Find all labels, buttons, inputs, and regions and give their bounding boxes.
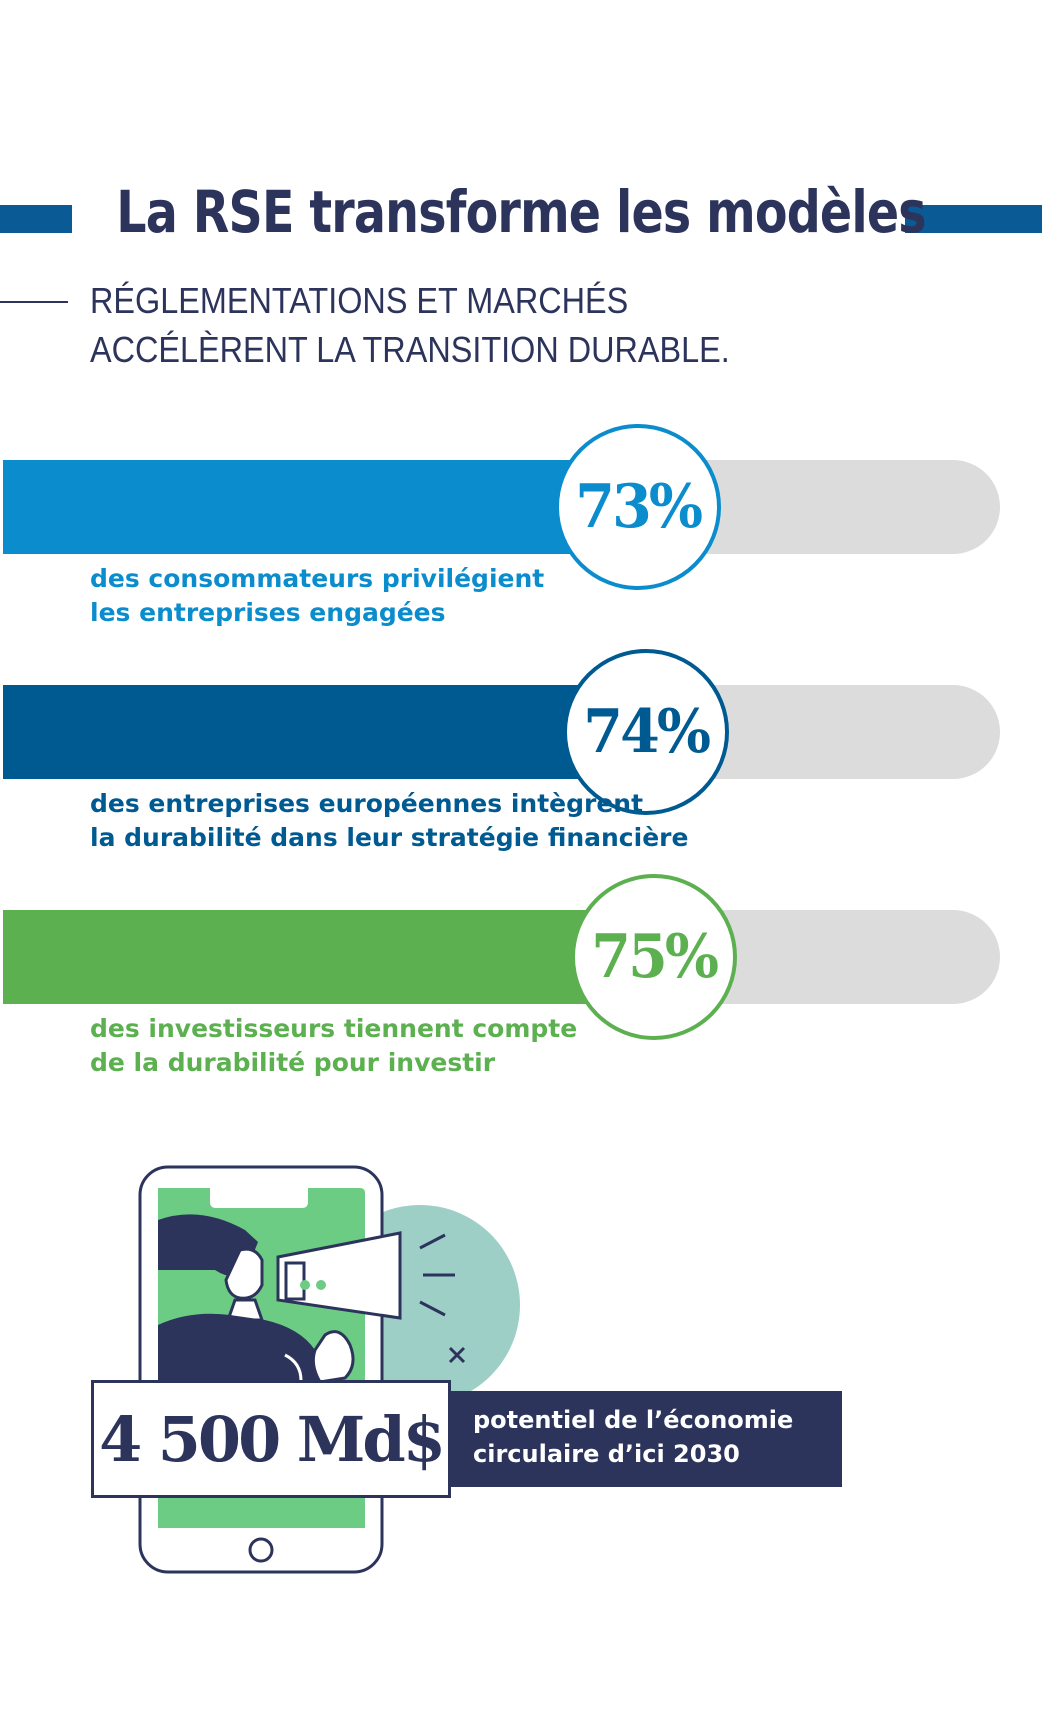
bar-fill [3, 460, 613, 554]
bar-description-line-1: des consommateurs privilégient [90, 564, 545, 593]
title-bar-right [905, 205, 1042, 233]
bar-description-line-1: des entreprises européennes intègrent [90, 789, 644, 818]
highlight-caption-box: potentiel de l’économie circulaire d’ici… [451, 1391, 842, 1487]
bar-description: des entreprises européennes intègrent la … [90, 787, 688, 855]
bar-fill [3, 910, 630, 1004]
page-title: La RSE transforme les modèles [116, 178, 926, 246]
subtitle-line-2: ACCÉLÈRENT LA TRANSITION DURABLE. [90, 329, 730, 370]
bar-description-line-2: la durabilité dans leur stratégie financ… [90, 823, 689, 852]
bar-description-line-1: des investisseurs tiennent compte [90, 1014, 578, 1043]
value-label: 73% [575, 472, 703, 542]
value-label: 74% [583, 697, 711, 767]
highlight-value: 4 500 Md$ [99, 1402, 446, 1476]
bar-fill [3, 685, 621, 779]
value-badge: 73% [554, 424, 721, 590]
illustration [138, 1165, 520, 1574]
bar-description-line-2: les entreprises engagées [90, 598, 446, 627]
cross-mark-icon [448, 1346, 466, 1364]
subtitle-rule [0, 301, 68, 303]
bar-description: des investisseurs tiennent compte de la d… [90, 1012, 577, 1080]
highlight-value-box: 4 500 Md$ [91, 1380, 451, 1498]
subtitle-line-1: RÉGLEMENTATIONS ET MARCHÉS [90, 280, 629, 321]
highlight-caption-line-1: potentiel de l’économie [473, 1406, 794, 1434]
value-badge: 75% [571, 874, 738, 1040]
highlight-caption-line-2: circulaire d’ici 2030 [473, 1440, 740, 1468]
title-bar-left [0, 205, 72, 233]
value-label: 75% [591, 922, 720, 992]
bar-description: des consommateurs privilégient les entrep… [90, 562, 544, 630]
value-badge: 74% [562, 649, 729, 815]
bar-description-line-2: de la durabilité pour investir [90, 1048, 496, 1077]
